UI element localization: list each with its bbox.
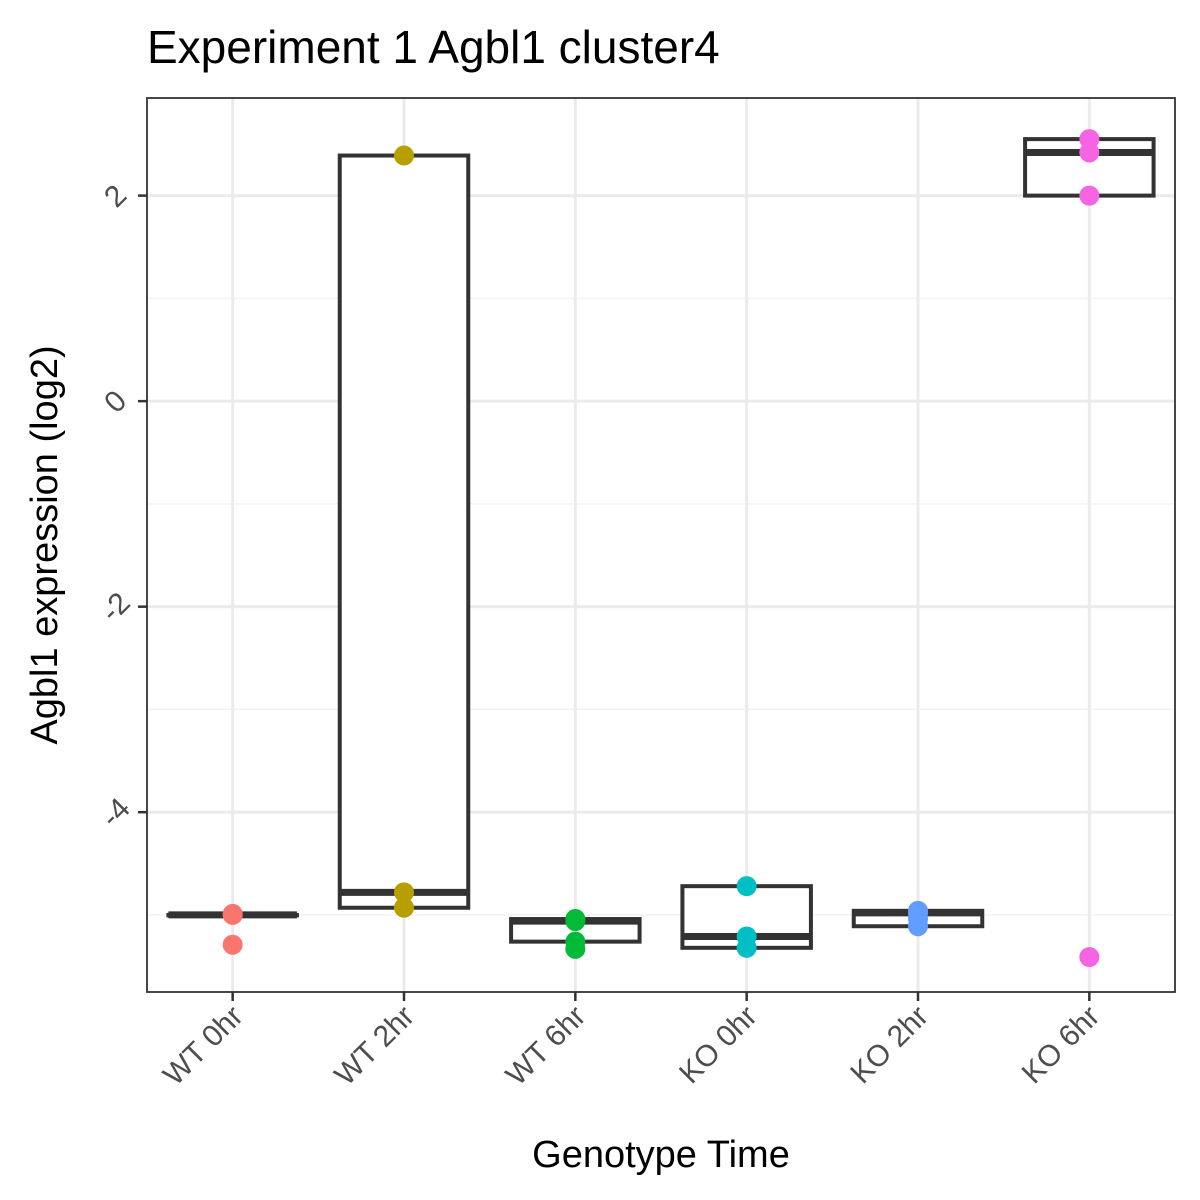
data-point — [565, 938, 586, 959]
y-tick-label: -2 — [95, 586, 137, 628]
data-points — [222, 129, 1100, 968]
y-tick-label: -4 — [95, 792, 137, 834]
data-point — [222, 934, 243, 955]
x-tick-label: WT 2hr — [328, 1000, 420, 1092]
data-point — [736, 876, 757, 897]
data-point — [1079, 185, 1100, 206]
x-tick-label: KO 6hr — [1016, 1000, 1107, 1091]
x-tick-label: WT 0hr — [157, 1000, 249, 1092]
panel-border — [146, 97, 1176, 993]
x-tick-label: KO 0hr — [673, 1000, 764, 1091]
data-point — [222, 904, 243, 925]
data-point — [1079, 142, 1100, 163]
data-point — [1079, 947, 1100, 968]
x-tick-label: KO 2hr — [844, 1000, 935, 1091]
grid — [147, 98, 1175, 992]
x-axis-title: Genotype Time — [532, 1134, 790, 1176]
y-axis-title: Agbl1 expression (log2) — [24, 345, 66, 744]
y-tick-label: 0 — [98, 384, 133, 419]
data-point — [908, 916, 928, 937]
y-tick-label: 2 — [98, 179, 133, 214]
data-point — [736, 937, 757, 958]
data-point — [394, 145, 414, 166]
data-point — [565, 911, 586, 932]
axes: 2 0 -2 -4 WT 0hr WT 2hr WT 6hr KO 0hr KO 2hr KO 6… — [95, 179, 1107, 1092]
box-wt-2hr — [337, 153, 471, 910]
x-tick-label: WT 6hr — [500, 1000, 592, 1092]
data-point — [394, 882, 414, 903]
boxplots — [166, 137, 1156, 950]
data-point — [394, 897, 414, 918]
chart-title: Experiment 1 Agbl1 cluster4 — [147, 21, 720, 73]
